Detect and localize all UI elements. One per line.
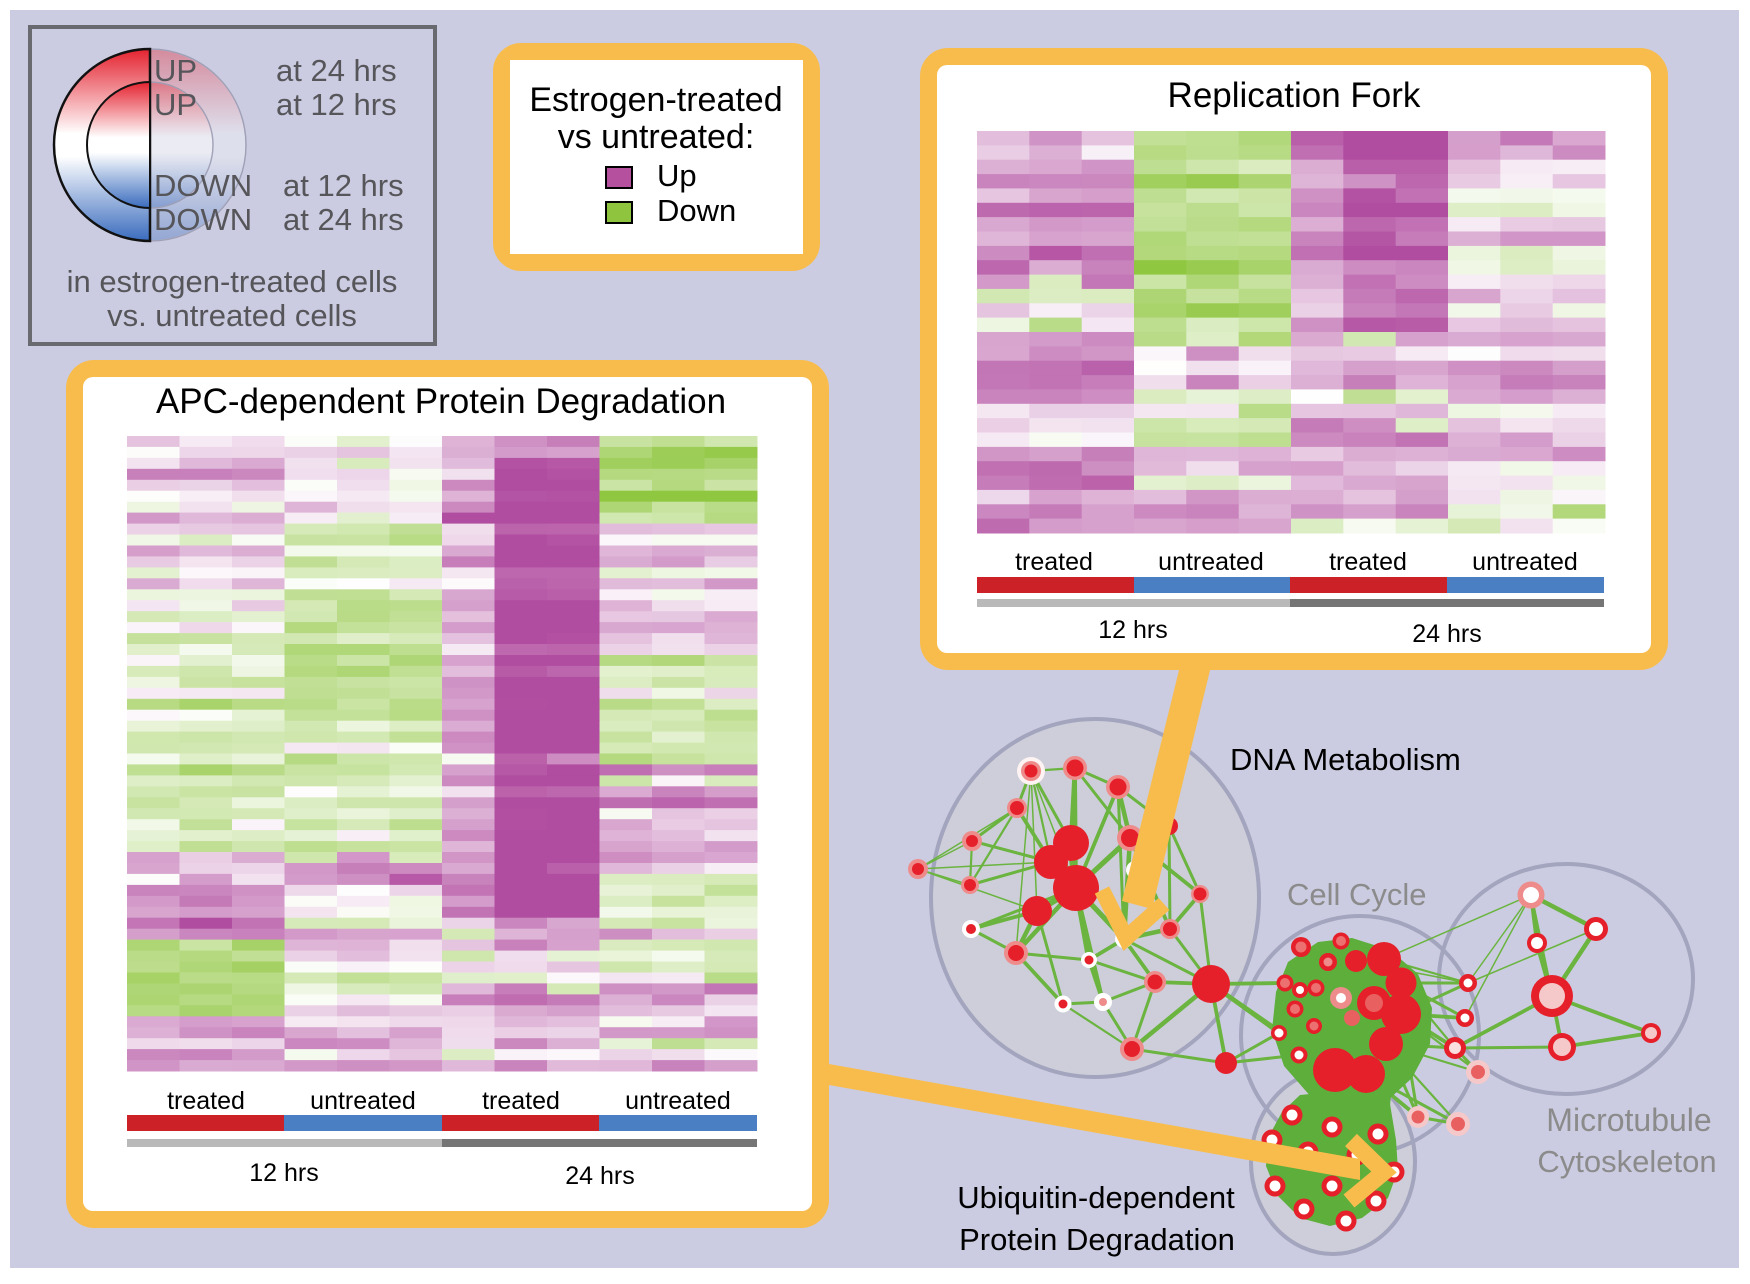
svg-text:APC-dependent Protein Degradat: APC-dependent Protein Degradation <box>156 382 726 421</box>
svg-text:Cell Cycle: Cell Cycle <box>1287 877 1427 912</box>
svg-text:at 12 hrs: at 12 hrs <box>276 87 397 122</box>
svg-text:UP: UP <box>154 53 197 88</box>
svg-text:DNA Metabolism: DNA Metabolism <box>1230 742 1461 777</box>
svg-text:Cytoskeleton: Cytoskeleton <box>1537 1144 1716 1179</box>
svg-text:Up: Up <box>657 158 697 193</box>
svg-text:Ubiquitin-dependent: Ubiquitin-dependent <box>957 1180 1235 1215</box>
svg-text:untreated: untreated <box>625 1087 731 1115</box>
svg-text:treated: treated <box>1015 548 1093 576</box>
svg-text:Estrogen-treated: Estrogen-treated <box>529 81 782 119</box>
svg-text:treated: treated <box>482 1087 560 1115</box>
svg-text:in estrogen-treated cells: in estrogen-treated cells <box>67 264 398 299</box>
svg-text:untreated: untreated <box>1158 548 1264 576</box>
svg-text:vs untreated:: vs untreated: <box>558 118 755 156</box>
svg-text:at 12 hrs: at 12 hrs <box>283 168 404 203</box>
svg-text:24 hrs: 24 hrs <box>565 1162 634 1190</box>
svg-text:12 hrs: 12 hrs <box>1098 616 1167 644</box>
svg-text:at 24 hrs: at 24 hrs <box>276 53 397 88</box>
svg-text:DOWN: DOWN <box>154 202 252 237</box>
svg-text:UP: UP <box>154 87 197 122</box>
svg-text:vs. untreated cells: vs. untreated cells <box>107 298 357 333</box>
svg-text:12 hrs: 12 hrs <box>249 1159 318 1187</box>
svg-text:Microtubule: Microtubule <box>1546 1102 1711 1138</box>
svg-text:DOWN: DOWN <box>154 168 252 203</box>
svg-text:Replication Fork: Replication Fork <box>1168 76 1421 115</box>
svg-text:treated: treated <box>1329 548 1407 576</box>
svg-text:untreated: untreated <box>1472 548 1578 576</box>
svg-text:untreated: untreated <box>310 1087 416 1115</box>
svg-text:24 hrs: 24 hrs <box>1412 620 1481 648</box>
svg-text:treated: treated <box>167 1087 245 1115</box>
svg-text:Down: Down <box>657 193 736 228</box>
svg-text:Protein Degradation: Protein Degradation <box>959 1222 1235 1257</box>
svg-text:at 24 hrs: at 24 hrs <box>283 202 404 237</box>
